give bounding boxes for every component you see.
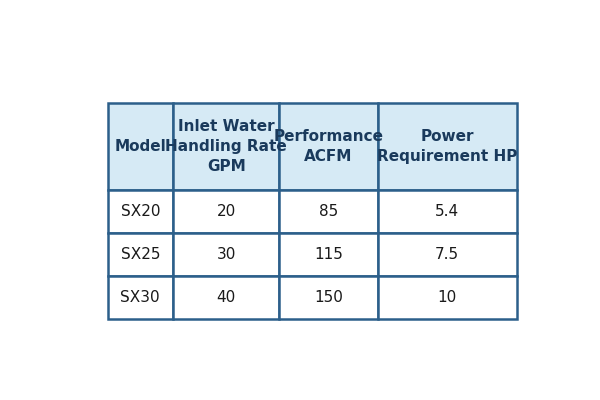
Bar — [377, 233, 517, 276]
Bar — [377, 104, 517, 190]
Text: 115: 115 — [314, 247, 343, 262]
Text: 40: 40 — [217, 290, 236, 305]
Bar — [107, 104, 173, 190]
Text: SX30: SX30 — [121, 290, 160, 305]
Text: 7.5: 7.5 — [435, 247, 459, 262]
Bar — [377, 276, 517, 319]
Bar — [280, 233, 377, 276]
Bar — [107, 233, 173, 276]
Bar — [280, 104, 377, 190]
Bar — [280, 276, 377, 319]
Text: SX20: SX20 — [121, 204, 160, 219]
Bar — [173, 104, 280, 190]
Bar — [377, 190, 517, 233]
Text: Inlet Water
Handling Rate
GPM: Inlet Water Handling Rate GPM — [166, 119, 287, 174]
Text: 10: 10 — [437, 290, 457, 305]
Text: 150: 150 — [314, 290, 343, 305]
Bar — [107, 276, 173, 319]
Bar — [173, 276, 280, 319]
Text: Model: Model — [115, 139, 166, 154]
Text: 5.4: 5.4 — [435, 204, 459, 219]
Text: Performance
ACFM: Performance ACFM — [274, 129, 383, 164]
Text: SX25: SX25 — [121, 247, 160, 262]
Bar — [107, 190, 173, 233]
Text: Power
Requirement HP: Power Requirement HP — [377, 129, 517, 164]
Bar — [173, 233, 280, 276]
Text: 30: 30 — [217, 247, 236, 262]
Bar — [280, 190, 377, 233]
Bar — [173, 190, 280, 233]
Text: 20: 20 — [217, 204, 236, 219]
Text: 85: 85 — [319, 204, 338, 219]
